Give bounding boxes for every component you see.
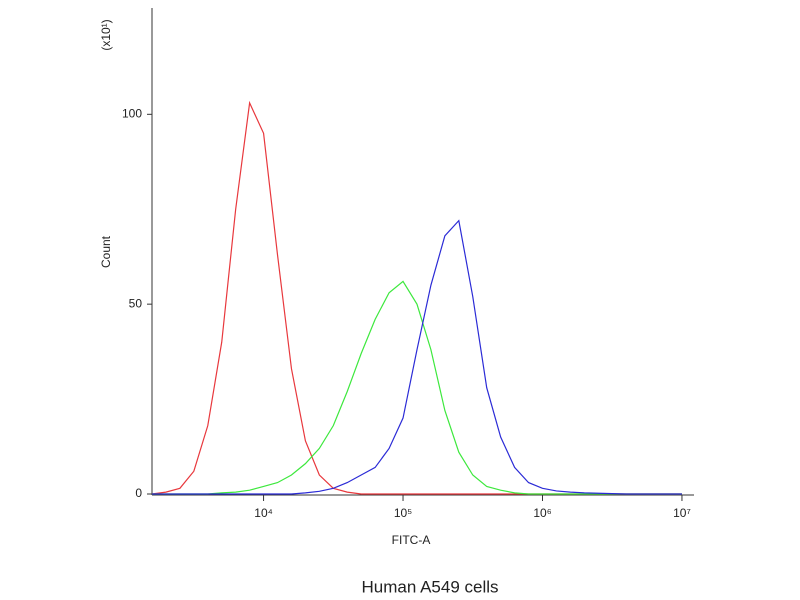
histogram-line xyxy=(152,280,682,495)
y-tick-label: 50 xyxy=(129,296,143,310)
x-tick-label: 10⁶ xyxy=(533,506,551,520)
y-multiplier: (x10¹) xyxy=(99,19,113,50)
x-axis-label: FITC-A xyxy=(392,533,431,547)
histogram-line xyxy=(152,219,682,495)
x-tick-label: 10⁵ xyxy=(394,506,412,520)
x-tick-label: 10⁷ xyxy=(673,506,691,520)
y-axis-label: Count xyxy=(99,235,113,268)
x-tick-label: 10⁴ xyxy=(254,506,273,520)
caption: Human A549 cells xyxy=(361,577,498,596)
y-tick-label: 0 xyxy=(135,486,142,500)
y-tick-label: 100 xyxy=(122,106,142,120)
histogram-line xyxy=(151,100,682,495)
